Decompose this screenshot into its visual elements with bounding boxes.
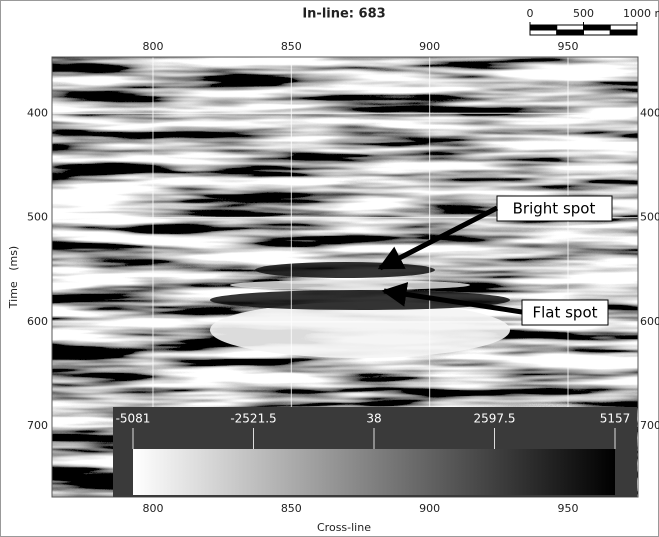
x-tick-label: 850 xyxy=(281,502,302,515)
colorbar-tick-label: -5081 xyxy=(116,412,151,426)
x-tick-label: 800 xyxy=(142,502,163,515)
scalebar-label: 1000 m xyxy=(623,7,659,20)
annotation: Bright spot xyxy=(513,200,596,218)
x-tick-label: 950 xyxy=(558,502,579,515)
scalebar-segment xyxy=(610,30,637,35)
x-tick-label: 800 xyxy=(142,40,163,53)
scalebar-segment xyxy=(557,25,584,30)
x-tick-label: 850 xyxy=(281,40,302,53)
y-tick-label: 600 xyxy=(640,315,659,328)
scalebar-segment xyxy=(584,25,611,30)
colorbar: -5081 -2521.5 38 2597.5 5157 xyxy=(113,407,637,497)
y-tick-label: 400 xyxy=(27,106,48,119)
scalebar-segment xyxy=(610,25,637,30)
chart: In-line: 683 Cross-line Time (ms) Bright… xyxy=(0,0,659,537)
colorbar-tick-label: -2521.5 xyxy=(230,412,276,426)
x-axis-label: Cross-line xyxy=(317,521,371,534)
x-tick-label: 900 xyxy=(419,40,440,53)
colorbar-tick-label: 5157 xyxy=(600,412,631,426)
y-tick-label: 500 xyxy=(27,211,48,224)
y-axis-label: Time (ms) xyxy=(7,246,20,309)
y-tick-label: 500 xyxy=(640,211,659,224)
y-tick-label: 400 xyxy=(640,106,659,119)
scalebar-label: 500 xyxy=(573,7,594,20)
colorbar-tick-label: 38 xyxy=(366,412,381,426)
chart-title: In-line: 683 xyxy=(302,7,385,22)
colorbar-tick-label: 2597.5 xyxy=(474,412,516,426)
scalebar-segment xyxy=(584,30,611,35)
y-tick-label: 600 xyxy=(27,315,48,328)
colorbar-scale xyxy=(133,449,615,495)
annotation: Flat spot xyxy=(532,304,597,322)
y-tick-label: 700 xyxy=(27,419,48,432)
x-tick-label: 900 xyxy=(419,502,440,515)
x-tick-label: 950 xyxy=(558,40,579,53)
scalebar-label: 0 xyxy=(527,7,534,20)
scalebar-segment xyxy=(530,30,557,35)
y-tick-label: 700 xyxy=(640,419,659,432)
scalebar-segment xyxy=(557,30,584,35)
scalebar-segment xyxy=(530,25,557,30)
